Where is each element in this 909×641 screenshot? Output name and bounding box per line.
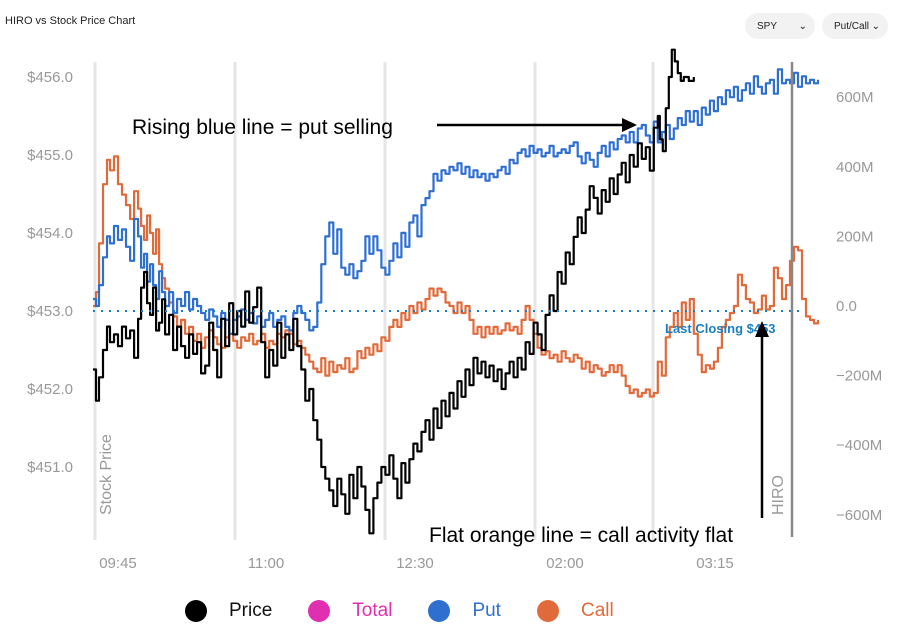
symbol-dropdown[interactable]: SPY ⌄ bbox=[745, 13, 815, 39]
chevron-down-icon: ⌄ bbox=[871, 20, 880, 32]
legend-item-put[interactable]: Put bbox=[428, 600, 501, 622]
right-tick-label: 0.0 bbox=[836, 298, 857, 315]
series-line-price bbox=[93, 48, 695, 535]
legend-dot-icon bbox=[536, 600, 559, 622]
right-axis: −600M −400M −200M 0.0 200M 400M 600M bbox=[836, 89, 882, 524]
last-closing-label: Last Closing $453 bbox=[665, 321, 776, 336]
legend-label: Put bbox=[472, 600, 501, 621]
series-line-call bbox=[93, 155, 820, 398]
right-tick-label: 200M bbox=[836, 228, 874, 245]
left-axis: $451.0 $452.0 $453.0 $454.0 $455.0 $456.0 Stoc… bbox=[27, 69, 115, 515]
left-tick-label: $455.0 bbox=[27, 147, 73, 164]
legend-dot-icon bbox=[308, 600, 331, 622]
legend-item-total[interactable]: Total bbox=[308, 600, 392, 622]
legend-dot-icon bbox=[185, 600, 207, 622]
legend-label: Price bbox=[229, 600, 273, 621]
annotation-put-selling: Rising blue line = put selling bbox=[132, 116, 393, 139]
left-tick-label: $453.0 bbox=[27, 303, 73, 320]
symbol-dropdown-value: SPY bbox=[757, 20, 778, 32]
right-tick-label: 600M bbox=[836, 89, 874, 106]
x-tick-label: 12:30 bbox=[396, 555, 434, 572]
legend-label: Call bbox=[580, 600, 614, 621]
series-layer bbox=[93, 48, 820, 535]
right-tick-label: 400M bbox=[836, 159, 874, 176]
chart-title: HIRO vs Stock Price Chart bbox=[5, 15, 136, 27]
left-tick-label: $451.0 bbox=[27, 459, 73, 476]
legend: Price Total Put Call bbox=[185, 600, 650, 622]
x-tick-label: 09:45 bbox=[99, 555, 137, 572]
arrow-up-icon bbox=[755, 321, 769, 337]
chart-extras: Last Closing $453 HIRO Rising blue line = … bbox=[93, 62, 805, 547]
hiro-marker-label: HIRO bbox=[770, 475, 787, 515]
right-tick-label: −400M bbox=[836, 437, 882, 454]
arrow-right-icon bbox=[622, 118, 637, 132]
legend-item-price[interactable]: Price bbox=[185, 600, 272, 622]
right-tick-label: −200M bbox=[836, 368, 882, 385]
x-tick-label: 11:00 bbox=[248, 555, 284, 572]
left-tick-label: $452.0 bbox=[27, 381, 73, 398]
mode-dropdown[interactable]: Put/Call ⌄ bbox=[822, 13, 888, 39]
left-tick-label: $454.0 bbox=[27, 225, 73, 242]
legend-item-call[interactable]: Call bbox=[536, 600, 614, 622]
legend-dot-icon bbox=[428, 600, 451, 622]
annotation-call-flat: Flat orange line = call activity flat bbox=[429, 524, 733, 547]
mode-dropdown-value: Put/Call bbox=[834, 20, 870, 32]
x-tick-label: 02:00 bbox=[546, 555, 584, 572]
left-axis-label: Stock Price bbox=[98, 434, 115, 515]
chevron-down-icon: ⌄ bbox=[798, 20, 807, 32]
left-tick-label: $456.0 bbox=[27, 69, 73, 86]
x-axis: 09:45 11:00 12:30 02:00 03:15 bbox=[99, 555, 734, 572]
legend-label: Total bbox=[352, 600, 393, 621]
series-line-put bbox=[93, 68, 820, 335]
x-tick-label: 03:15 bbox=[696, 555, 734, 572]
right-tick-label: −600M bbox=[836, 507, 882, 524]
